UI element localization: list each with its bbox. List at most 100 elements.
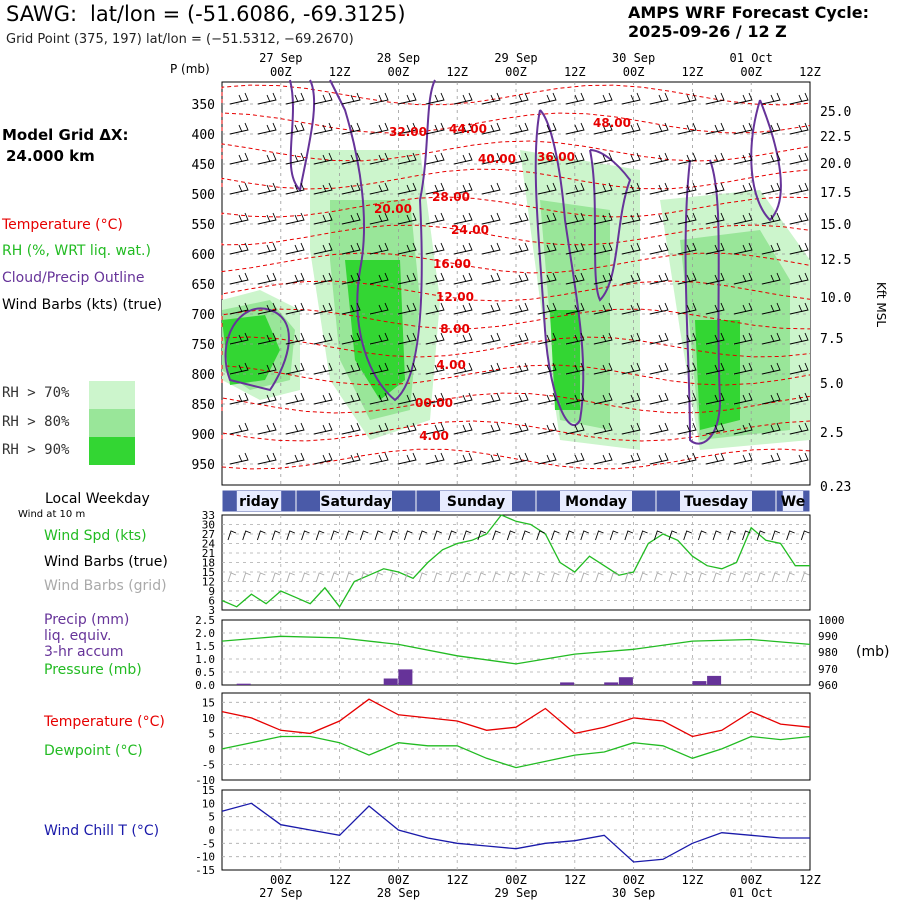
time-tick-top: 12Z bbox=[564, 65, 586, 79]
chill-panel-ytick: 0 bbox=[208, 824, 215, 837]
wind-barb bbox=[621, 452, 641, 465]
product-title: AMPS WRF Forecast Cycle: bbox=[628, 3, 870, 22]
surface-wind-barb-true bbox=[345, 530, 354, 541]
time-tick-top: 12Z bbox=[799, 65, 821, 79]
rh90-region bbox=[345, 260, 405, 400]
wind-speed-line bbox=[221, 514, 810, 608]
wind-panel-ytick: 3 bbox=[208, 604, 215, 617]
kft-tick-label: 17.5 bbox=[820, 186, 851, 201]
wind-barb bbox=[537, 212, 557, 225]
wind-barb bbox=[397, 152, 417, 165]
wind-barb bbox=[313, 92, 333, 105]
wind-barb bbox=[649, 302, 669, 315]
precip-panel-ytick: 1.5 bbox=[195, 640, 215, 653]
time-tick-top: 00Z bbox=[388, 65, 410, 79]
wind-barb bbox=[341, 452, 361, 465]
wind-barb bbox=[789, 182, 809, 195]
surface-wind-barb-grid bbox=[345, 572, 354, 583]
wind-barb bbox=[509, 302, 529, 315]
wind-barb bbox=[565, 392, 585, 405]
surface-wind-barb-grid bbox=[639, 572, 648, 583]
wind-barb bbox=[761, 92, 781, 105]
wind-barb bbox=[789, 332, 809, 345]
legend-cloud: Cloud/Precip Outline bbox=[2, 270, 145, 286]
wind-barb bbox=[705, 272, 725, 285]
temp-contour-label: 28.00 bbox=[432, 190, 470, 204]
chill-panel-ytick: -10 bbox=[195, 851, 215, 864]
wind-barb bbox=[481, 422, 501, 435]
surface-wind-barb-true bbox=[448, 530, 457, 541]
surface-wind-barb-grid bbox=[242, 572, 251, 583]
wind-barb bbox=[425, 92, 445, 105]
wind-barb bbox=[677, 242, 697, 255]
wind-barb bbox=[285, 242, 305, 255]
wind-barb bbox=[229, 422, 249, 435]
wind-barb bbox=[761, 362, 781, 375]
wind-barb bbox=[649, 122, 669, 135]
surface-wind-barb-grid bbox=[389, 572, 398, 583]
chill-panel-ytick: 10 bbox=[202, 797, 215, 810]
pressure-unit: (mb) bbox=[856, 644, 890, 660]
precip-panel-ytick: 2.5 bbox=[195, 614, 215, 627]
surface-wind-barb-grid bbox=[668, 572, 678, 583]
wind-barb bbox=[425, 332, 445, 345]
kft-tick-label: 25.0 bbox=[820, 105, 851, 120]
pressure-tick-label: 800 bbox=[192, 368, 215, 383]
wind-barb bbox=[677, 302, 697, 315]
precip-bar bbox=[692, 681, 707, 685]
wind-barb bbox=[257, 182, 277, 195]
temperature-contour bbox=[221, 448, 811, 470]
wind-barb bbox=[509, 362, 529, 375]
wind-barb bbox=[397, 272, 417, 285]
wind-barb bbox=[369, 392, 389, 405]
temp-contour-label: 4.00 bbox=[419, 429, 449, 443]
wind-barb bbox=[453, 332, 473, 345]
wind-barb bbox=[425, 212, 445, 225]
pressure-ytick: 1000 bbox=[818, 614, 845, 627]
wind-panel-ytick: 12 bbox=[202, 576, 215, 589]
dewpoint-line bbox=[221, 735, 811, 769]
surface-wind-barb-grid bbox=[521, 572, 531, 583]
time-tick-top: 00Z bbox=[740, 65, 762, 79]
wind-barb bbox=[453, 242, 473, 255]
wind-barb bbox=[537, 422, 557, 435]
wind-chill-label: Wind Chill T (°C) bbox=[44, 823, 160, 839]
wind-barb bbox=[369, 452, 389, 465]
surface-wind-barb-grid bbox=[227, 572, 237, 583]
wind-barb bbox=[761, 272, 781, 285]
date-label-top: 27 Sep bbox=[259, 51, 302, 65]
wind-barb bbox=[453, 452, 473, 465]
surface-wind-barb-grid bbox=[683, 572, 692, 583]
temperature-contour bbox=[221, 280, 811, 302]
wind-barb bbox=[621, 242, 641, 255]
wind-barb bbox=[593, 242, 613, 255]
wind-barb bbox=[285, 302, 305, 315]
surface-wind-barb-grid bbox=[374, 572, 384, 583]
temperature-contour bbox=[221, 112, 811, 134]
wind-barb bbox=[481, 212, 501, 225]
date-label-top: 01 Oct bbox=[730, 51, 773, 65]
wind-barb bbox=[285, 422, 305, 435]
wind-barb bbox=[341, 92, 361, 105]
wind-barb bbox=[537, 122, 557, 135]
time-tick-bottom: 12Z bbox=[329, 873, 351, 887]
wind-barb bbox=[397, 392, 417, 405]
surface-wind-barb-true bbox=[742, 530, 751, 541]
pressure-tick-label: 950 bbox=[192, 458, 215, 473]
surface-wind-barb-true bbox=[668, 530, 678, 541]
surface-wind-barb-grid bbox=[653, 572, 663, 583]
time-tick-bottom: 12Z bbox=[564, 873, 586, 887]
wind-barb bbox=[313, 182, 333, 195]
wind-barb bbox=[649, 392, 669, 405]
wind-barb bbox=[509, 272, 529, 285]
time-tick-bottom: 12Z bbox=[446, 873, 468, 887]
wind-panel-ytick: 15 bbox=[202, 566, 215, 579]
wind-barb bbox=[677, 392, 697, 405]
wind-spd-label: Wind Spd (kts) bbox=[44, 528, 147, 544]
weekday-cell-highlight bbox=[782, 491, 804, 511]
wind-barb bbox=[593, 362, 613, 375]
wind-barb bbox=[341, 182, 361, 195]
wind-barb bbox=[789, 212, 809, 225]
wind-barb bbox=[761, 152, 781, 165]
